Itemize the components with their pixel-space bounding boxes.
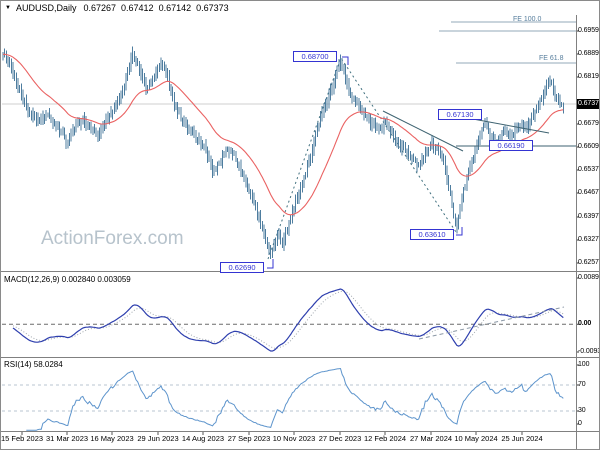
price-level-box-tail [267,259,274,269]
macd-main-line [12,288,564,352]
quote-open: 0.67267 [83,3,117,13]
rsi-tick-label: 30 [578,407,586,414]
symbol-timeframe: AUDUSD,Daily [15,3,77,13]
rsi-tick-label: 0 [578,420,582,427]
current-price-label: 0.67373 [577,99,599,109]
symbol-dropdown-icon[interactable]: ▼ [5,4,11,11]
rsi-tick-label: 100 [578,361,590,368]
date-tick-label: 10 Nov 2023 [272,434,316,443]
date-tick-label: 27 Sep 2023 [227,434,271,443]
price-level-box: 0.62690 [220,262,264,273]
trend-line [382,110,464,152]
price-level-box: 0.66190 [489,140,533,151]
fib-extension-label: FE 61.8 [539,55,564,62]
price-level-box: 0.67130 [438,109,482,120]
date-tick-label: 25 Jun 2024 [501,434,543,443]
quote-high: 0.67412 [121,3,154,13]
price-level-box: 0.63610 [410,229,454,240]
date-tick-label: 10 May 2024 [454,434,498,443]
rsi-label: RSI(14) 58.0284 [4,360,63,369]
price-level-box-tail [456,227,463,236]
price-level-box: 0.68700 [293,51,337,62]
macd-label: MACD(12,26,9) 0.002840 0.003059 [4,275,131,284]
date-tick-label: 29 Jun 2023 [137,434,179,443]
date-tick-label: 16 May 2023 [90,434,134,443]
price-bars [2,46,564,259]
date-tick-label: 12 Feb 2024 [363,434,407,443]
moving-average-line [3,53,564,216]
date-tick-label: 27 Dec 2023 [318,434,362,443]
quote-close: 0.67373 [196,3,229,13]
price-level-box-tail [342,56,349,65]
date-tick-label: 14 Aug 2023 [181,434,225,443]
pattern-zigzag-line [267,56,457,260]
macd-axis-max: 0.008929 [578,274,599,281]
date-tick-label: 27 Mar 2024 [409,434,453,443]
fib-extension-label: FE 100.0 [513,16,542,23]
rsi-tick-label: 70 [578,381,586,388]
date-tick-label: 31 Mar 2023 [45,434,89,443]
watermark: ActionForex.com [41,228,184,249]
chart-header: ▼ AUDUSD,Daily 0.67267 0.67412 0.67142 0… [5,3,234,13]
macd-axis-zero: 0.00 [578,320,592,328]
macd-trendline [418,306,565,340]
macd-axis-min: -0.009321 [578,348,599,355]
quote-low: 0.67142 [158,3,192,13]
rsi-line [26,367,564,431]
macd-signal-line [12,290,564,349]
date-tick-label: 15 Feb 2023 [0,434,44,443]
